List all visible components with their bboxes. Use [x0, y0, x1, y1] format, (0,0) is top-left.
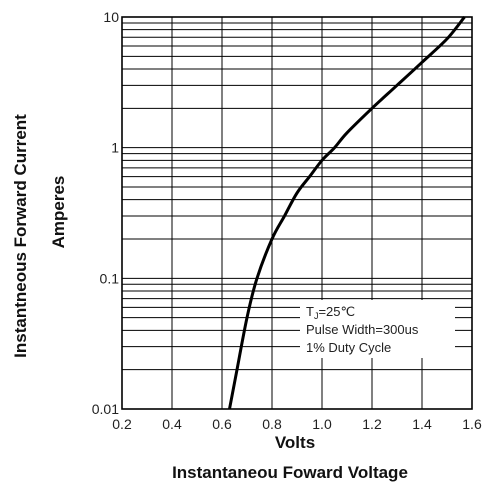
y-tick-label: 1	[111, 140, 119, 156]
series-line	[228, 16, 466, 410]
annotation-box: TJ=25℃ Pulse Width=300us 1% Duty Cycle	[300, 300, 455, 358]
x-tick-label: 1.6	[462, 416, 482, 432]
x-axis-sublabel: Instantaneou Foward Voltage	[172, 463, 408, 482]
y-axis-sublabel: Amperes	[49, 176, 68, 249]
x-tick-label: 0.2	[112, 416, 132, 432]
annotation-duty-cycle: 1% Duty Cycle	[306, 340, 391, 355]
x-tick-label: 0.4	[162, 416, 182, 432]
annotation-junction-temp: TJ=25℃	[306, 304, 355, 321]
x-axis-label: Volts	[275, 433, 315, 452]
annotation-pulse-width: Pulse Width=300us	[306, 322, 419, 337]
y-tick-label: 0.1	[100, 270, 120, 286]
x-tick-label: 1.4	[412, 416, 432, 432]
x-tick-label: 1.0	[312, 416, 332, 432]
x-tick-label: 0.8	[262, 416, 282, 432]
plot-frame	[121, 16, 473, 410]
tick-labels: 0.2 0.4 0.6 0.8 1.0 1.2 1.4 1.6 0.01 0.1 1 10	[92, 9, 482, 432]
y-tick-label: 0.01	[92, 401, 119, 417]
y-axis-label: Instantneous Forward Current	[11, 114, 30, 358]
x-tick-label: 0.6	[212, 416, 232, 432]
y-tick-label: 10	[103, 9, 119, 25]
x-tick-label: 1.2	[362, 416, 382, 432]
